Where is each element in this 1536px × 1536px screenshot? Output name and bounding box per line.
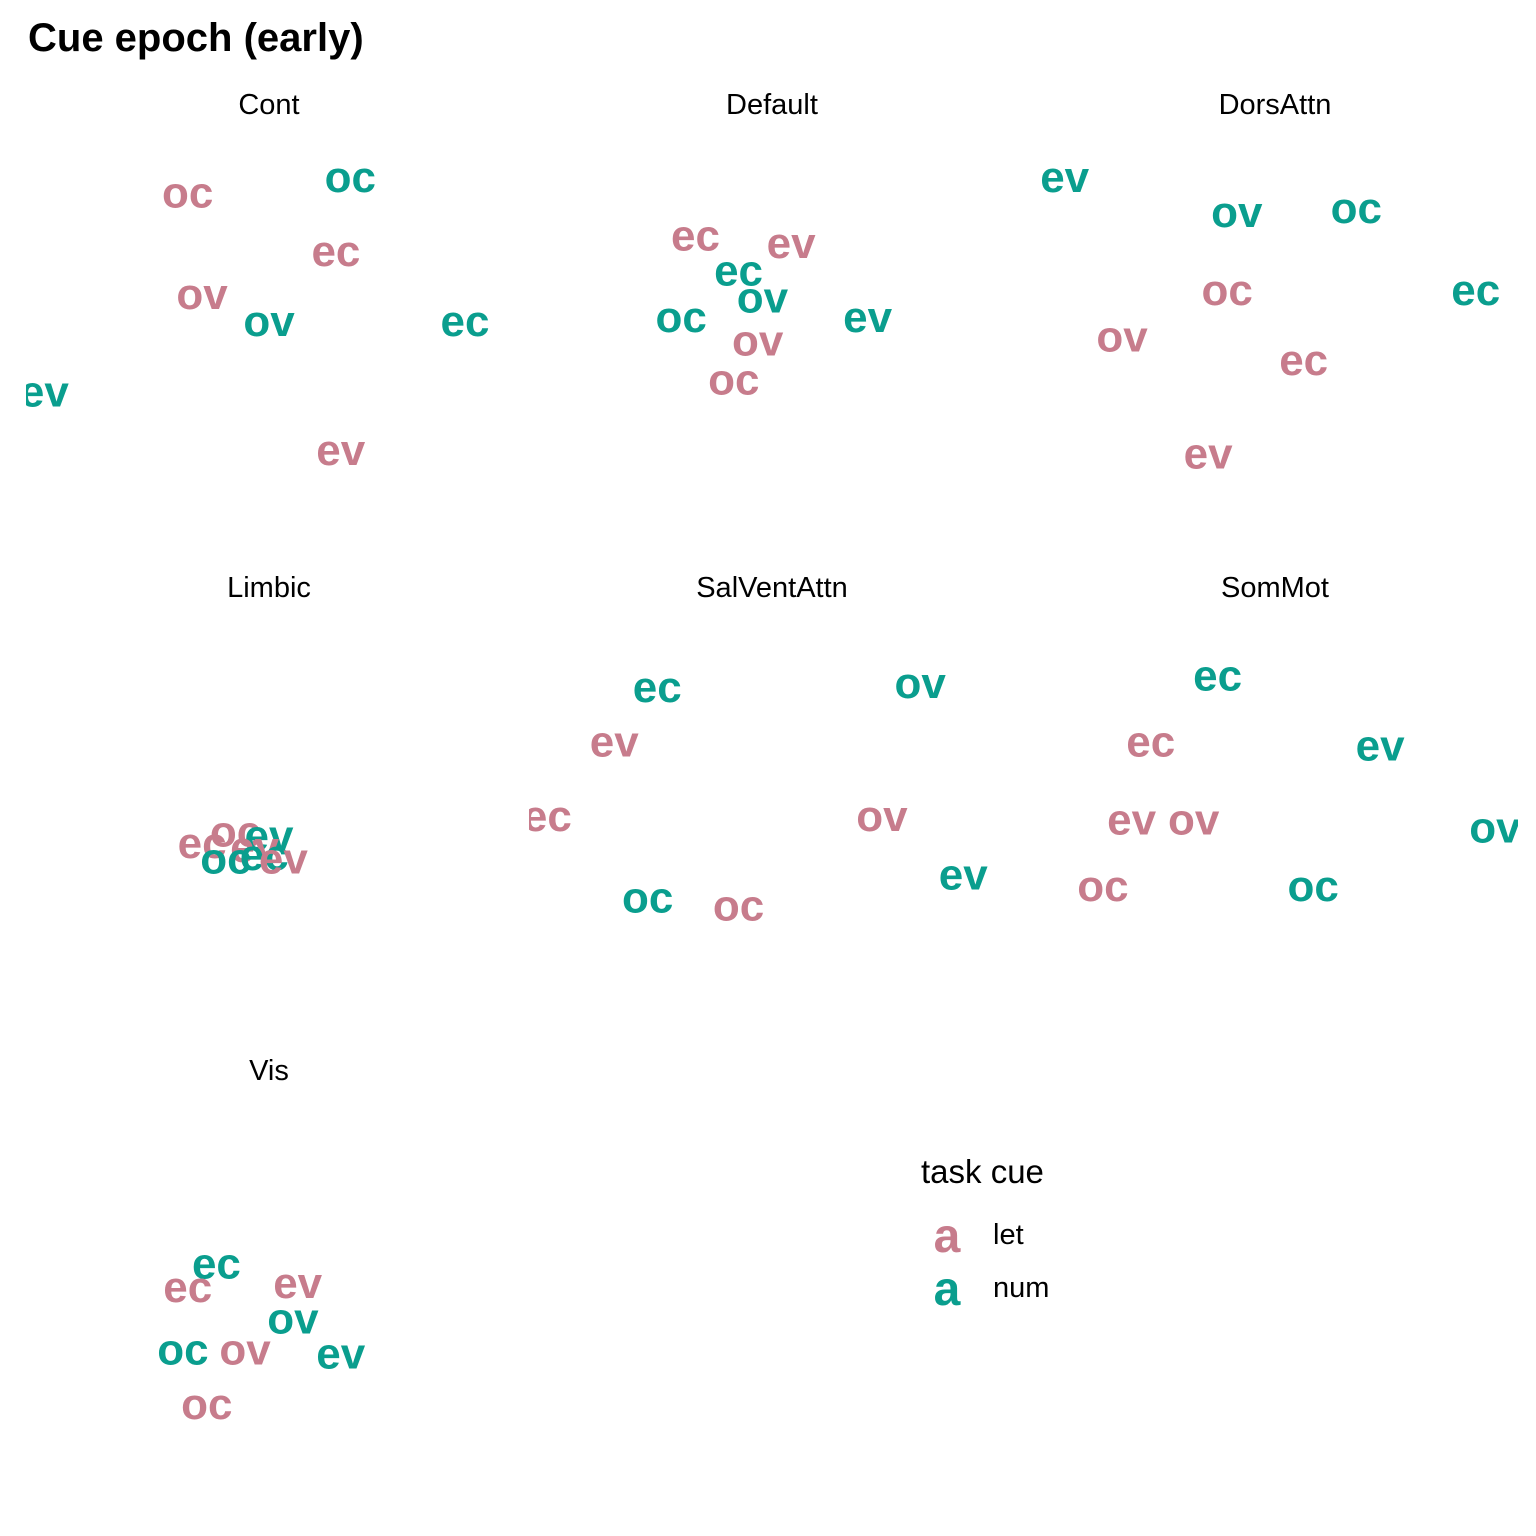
point-label-ev-let: ev [1107, 796, 1156, 845]
point-label-ec-num: ec [1193, 651, 1242, 700]
point-label-oc-let: oc [713, 882, 764, 931]
point-label-oc-let: oc [708, 356, 759, 405]
panel-strip-label: Limbic [227, 572, 311, 604]
point-label-oc-let: oc [162, 168, 213, 217]
point-label-ev-num: ev [939, 850, 988, 899]
point-label-ev-let: ev [259, 835, 308, 884]
point-label-ev-let: ev [316, 426, 365, 475]
point-label-ev-num: ev [843, 293, 892, 342]
point-label-oc-let: oc [210, 807, 261, 856]
point-label-ov-let: ov [176, 270, 228, 319]
point-label-ov-let: ov [856, 792, 908, 841]
point-label-ev-let: ev [1184, 430, 1233, 479]
point-label-oc-num: oc [200, 835, 251, 884]
point-label-ev-num: ev [1040, 153, 1089, 202]
point-label-oc-num: oc [1331, 184, 1382, 233]
panel-strip-label: Default [726, 89, 818, 121]
legend-label-let: let [993, 1219, 1024, 1251]
legend-label-num: num [993, 1272, 1049, 1304]
point-label-ev-num: ev [316, 1329, 365, 1378]
panel-strip-label: DorsAttn [1219, 89, 1332, 121]
point-label-oc-let: oc [1202, 266, 1253, 315]
panel-strip-label: Vis [249, 1055, 289, 1087]
point-label-ov-num: ov [1211, 188, 1263, 237]
point-label-ov-let: ov [219, 1326, 271, 1375]
point-label-ev-let: ev [767, 219, 816, 268]
point-label-ec-let: ec [163, 1263, 212, 1312]
legend-title: task cue [921, 1153, 1044, 1190]
point-label-ov-num: ov [737, 274, 789, 323]
legend: task cue a let a num [921, 1153, 1049, 1316]
point-label-ec-num: ec [1451, 266, 1500, 315]
point-label-ec-let: ec [1126, 718, 1175, 767]
point-label-ec-num: ec [240, 831, 289, 880]
point-label-ec-let: ec [311, 227, 360, 276]
point-label-ev-let: ev [590, 718, 639, 767]
point-label-oc-let: oc [1077, 862, 1128, 911]
point-label-ec-let: ec [671, 211, 720, 260]
point-label-ev-num: ev [20, 367, 69, 416]
point-label-ec-num: ec [192, 1240, 241, 1289]
point-label-ov-let: ov [1168, 796, 1220, 845]
point-label-oc-num: oc [325, 153, 376, 202]
point-label-ov-num: ov [267, 1294, 319, 1343]
point-label-ev-num: ev [245, 811, 294, 860]
point-label-ov-num: ov [243, 297, 295, 346]
point-label-ec-num: ec [633, 663, 682, 712]
point-label-ec-let: ec [178, 819, 227, 868]
point-label-ev-let: ev [230, 823, 279, 872]
point-label-ev-let: ev [273, 1259, 322, 1308]
legend-key-num: a [934, 1263, 961, 1316]
chart-title: Cue epoch (early) [28, 16, 364, 60]
point-label-ov-let: ov [732, 317, 784, 366]
point-label-oc-num: oc [656, 293, 707, 342]
panel-strip-label: Cont [238, 89, 299, 121]
panel-strip-label: SalVentAttn [696, 572, 848, 604]
point-label-oc-num: oc [157, 1326, 208, 1375]
point-label-ec-let: ec [1279, 336, 1328, 385]
point-label-ec-num: ec [714, 246, 763, 295]
legend-key-let: a [934, 1210, 961, 1263]
point-label-ov-let: ov [1096, 313, 1148, 362]
point-label-oc-num: oc [622, 874, 673, 923]
point-label-ev-num: ev [1356, 722, 1405, 771]
panel-strip-label: SomMot [1221, 572, 1329, 604]
point-label-ov-num: ov [895, 659, 947, 708]
point-label-oc-let: oc [181, 1380, 232, 1429]
point-label-oc-num: oc [1288, 862, 1339, 911]
point-label-ov-num: ov [1469, 804, 1521, 853]
point-label-ec-num: ec [441, 297, 490, 346]
point-label-ec-let: ec [523, 792, 572, 841]
